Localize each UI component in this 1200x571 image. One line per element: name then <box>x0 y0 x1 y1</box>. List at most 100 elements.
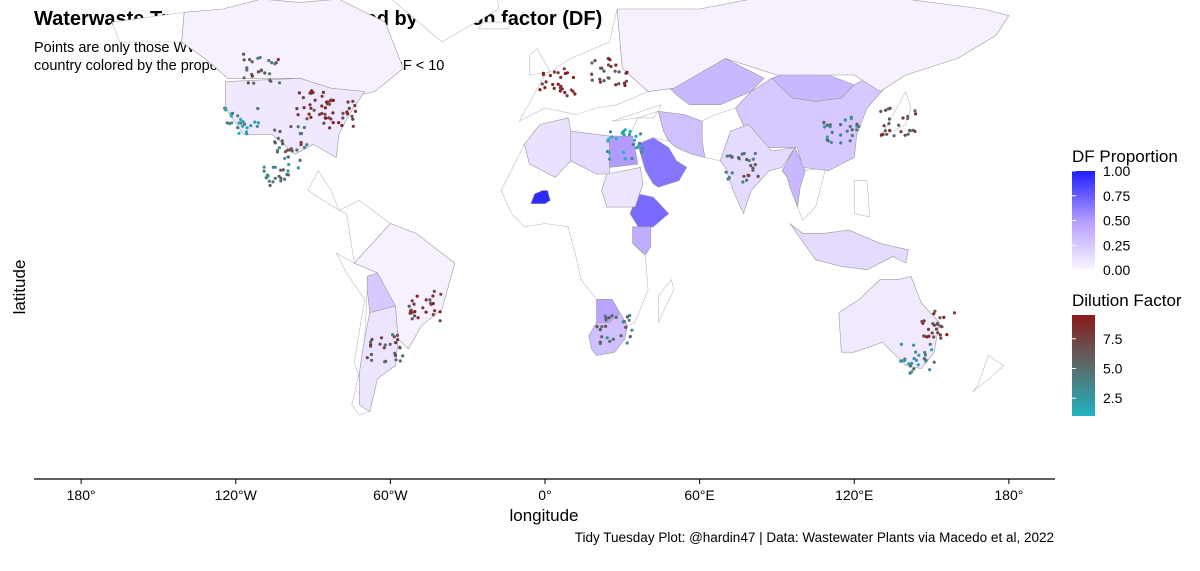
wwtp-point <box>933 309 937 313</box>
x-tick-label: 180° <box>67 487 96 503</box>
wwtp-point <box>598 340 602 344</box>
wwtp-point <box>590 61 594 65</box>
wwtp-point <box>383 343 387 347</box>
wwtp-point <box>724 170 728 174</box>
wwtp-point <box>438 310 442 314</box>
wwtp-point <box>275 148 279 153</box>
wwtp-point <box>308 103 312 107</box>
wwtp-point <box>573 92 577 96</box>
wwtp-point <box>608 58 612 62</box>
legend-fill-label: 1.00 <box>1103 163 1130 179</box>
wwtp-point <box>237 131 241 135</box>
wwtp-point <box>286 155 290 159</box>
wwtp-point <box>627 318 631 322</box>
wwtp-point <box>628 335 632 339</box>
wwtp-point <box>273 128 277 132</box>
wwtp-point <box>242 76 246 80</box>
country-burkina-faso <box>530 190 551 204</box>
wwtp-point <box>409 308 413 312</box>
wwtp-point <box>415 294 419 298</box>
legend-df-label: 5.0 <box>1103 360 1123 376</box>
x-tick-label: 60°E <box>684 487 715 503</box>
wwtp-point <box>942 315 946 319</box>
wwtp-point <box>341 111 345 115</box>
wwtp-point <box>320 111 324 116</box>
wwtp-point <box>383 360 387 364</box>
wwtp-point <box>635 146 639 150</box>
wwtp-point <box>928 368 932 372</box>
wwtp-point <box>281 142 285 146</box>
wwtp-point <box>614 63 618 67</box>
wwtp-point <box>337 121 341 125</box>
wwtp-point <box>621 150 626 154</box>
wwtp-point <box>598 80 603 84</box>
wwtp-point <box>571 75 576 80</box>
country-south-africa <box>588 312 628 356</box>
wwtp-point <box>347 106 351 110</box>
wwtp-point <box>351 99 355 103</box>
wwtp-point <box>295 107 299 111</box>
legend-df-title: Dilution Factor <box>1072 291 1182 310</box>
wwtp-point <box>268 72 272 76</box>
wwtp-point <box>922 334 927 338</box>
wwtp-point <box>302 145 306 150</box>
wwtp-point <box>429 301 433 305</box>
wwtp-point <box>914 112 918 116</box>
wwtp-point <box>607 157 612 161</box>
wwtp-point <box>286 173 290 177</box>
wwtp-point <box>932 323 937 327</box>
wwtp-point <box>935 321 940 325</box>
wwtp-point <box>605 336 609 340</box>
wwtp-point <box>351 117 355 121</box>
wwtp-point <box>287 162 291 167</box>
wwtp-point <box>369 352 374 357</box>
wwtp-point <box>296 166 300 170</box>
wwtp-point <box>830 130 834 134</box>
wwtp-point <box>614 137 618 141</box>
wwtp-point <box>630 328 634 332</box>
wwtp-point <box>726 177 730 181</box>
country-iran <box>657 110 706 158</box>
wwtp-point <box>245 126 249 130</box>
wwtp-point <box>243 122 247 126</box>
wwtp-point <box>751 166 755 170</box>
country-india <box>719 124 796 215</box>
wwtp-point <box>602 69 606 73</box>
wwtp-point <box>241 120 245 124</box>
wwtp-point <box>639 132 643 136</box>
wwtp-point <box>239 117 243 121</box>
wwtp-point <box>556 82 560 86</box>
wwtp-point <box>256 106 260 111</box>
wwtp-point <box>407 304 411 308</box>
wwtp-point <box>283 177 287 181</box>
wwtp-point <box>756 174 760 178</box>
wwtp-point <box>920 319 924 324</box>
wwtp-point <box>822 120 826 124</box>
wwtp-point <box>634 134 638 138</box>
x-tick-label: 60°W <box>373 487 408 503</box>
wwtp-point <box>595 325 599 329</box>
wwtp-point <box>552 70 557 74</box>
wwtp-point <box>301 96 305 100</box>
wwtp-point <box>544 80 548 84</box>
wwtp-point <box>925 335 929 339</box>
wwtp-point <box>745 178 749 182</box>
wwtp-point <box>922 357 926 361</box>
wwtp-point <box>266 174 270 178</box>
wwtp-point <box>296 113 300 117</box>
wwtp-point <box>938 324 942 328</box>
wwtp-point <box>268 183 272 188</box>
wwtp-point <box>599 66 603 70</box>
land-outline <box>307 170 340 212</box>
wwtp-point <box>608 130 613 134</box>
wwtp-point <box>393 351 397 355</box>
wwtp-point <box>298 158 302 162</box>
wwtp-point <box>923 350 927 355</box>
wwtp-point <box>903 133 907 137</box>
wwtp-point <box>923 353 928 357</box>
wwtp-point <box>638 141 642 145</box>
y-axis-title: latitude <box>10 260 29 315</box>
wwtp-point <box>910 370 914 374</box>
wwtp-point <box>307 112 311 116</box>
wwtp-point <box>279 168 283 172</box>
